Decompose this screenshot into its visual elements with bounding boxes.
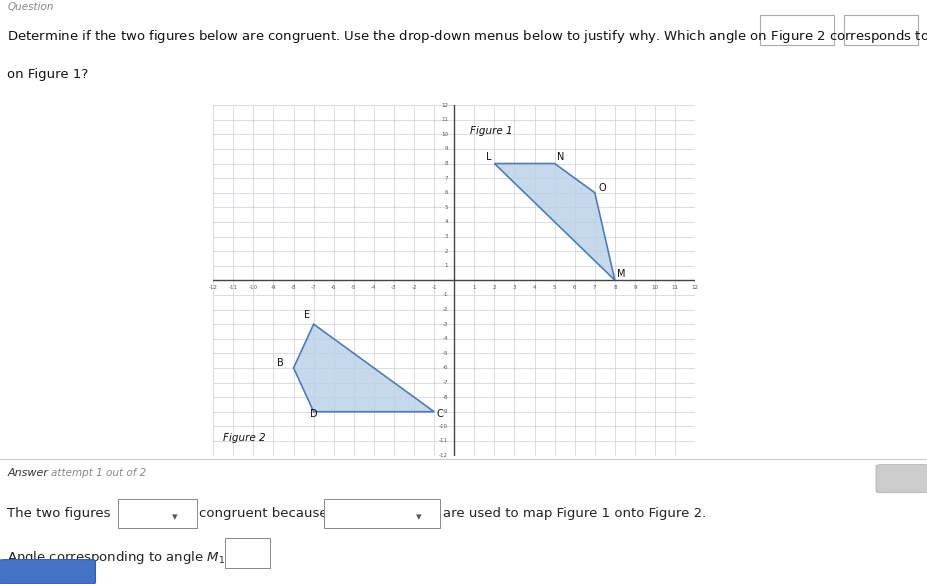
- Text: 8: 8: [613, 286, 616, 290]
- Bar: [760, 15, 834, 45]
- Text: attempt 1 out of 2: attempt 1 out of 2: [51, 468, 146, 478]
- Text: 12: 12: [692, 286, 699, 290]
- FancyBboxPatch shape: [225, 538, 270, 568]
- Text: 4: 4: [445, 220, 448, 224]
- Text: 6: 6: [573, 286, 577, 290]
- Text: E: E: [304, 310, 310, 320]
- Text: M: M: [617, 269, 626, 279]
- Text: 5: 5: [552, 286, 556, 290]
- Text: 12: 12: [441, 103, 448, 107]
- Text: D: D: [310, 409, 317, 419]
- Text: Figure 1: Figure 1: [470, 126, 513, 137]
- FancyBboxPatch shape: [0, 559, 95, 584]
- Text: -10: -10: [439, 424, 448, 429]
- Text: -7: -7: [311, 286, 316, 290]
- Text: 11: 11: [441, 117, 448, 122]
- Text: 6: 6: [445, 190, 448, 195]
- Text: The two figures: The two figures: [7, 507, 111, 520]
- Text: -4: -4: [443, 336, 448, 341]
- Bar: [844, 15, 918, 45]
- Text: 2: 2: [492, 286, 496, 290]
- Text: -12: -12: [209, 286, 218, 290]
- FancyBboxPatch shape: [118, 499, 197, 528]
- Text: 3: 3: [445, 234, 448, 239]
- Text: Determine if the two figures below are congruent. Use the drop-down menus below : Determine if the two figures below are c…: [7, 28, 927, 45]
- FancyBboxPatch shape: [876, 464, 927, 493]
- Text: -9: -9: [271, 286, 276, 290]
- Text: Question: Question: [7, 2, 54, 12]
- Text: 9: 9: [633, 286, 637, 290]
- Text: -11: -11: [439, 439, 448, 443]
- Text: -2: -2: [412, 286, 417, 290]
- Text: -11: -11: [229, 286, 238, 290]
- Text: 3: 3: [513, 286, 516, 290]
- Text: Figure 2: Figure 2: [223, 433, 266, 443]
- Polygon shape: [294, 324, 434, 412]
- Text: 10: 10: [441, 132, 448, 137]
- Text: Answer: Answer: [7, 468, 48, 478]
- Text: 4: 4: [533, 286, 537, 290]
- Text: 7: 7: [445, 176, 448, 180]
- Text: are used to map Figure 1 onto Figure 2.: are used to map Figure 1 onto Figure 2.: [443, 507, 706, 520]
- Text: -1: -1: [443, 293, 448, 297]
- Text: 2: 2: [445, 249, 448, 253]
- Text: -9: -9: [443, 409, 448, 414]
- Polygon shape: [494, 164, 615, 280]
- Text: ▾: ▾: [172, 512, 178, 522]
- Text: -6: -6: [331, 286, 337, 290]
- Text: Angle corresponding to angle $M_1$: Angle corresponding to angle $M_1$: [7, 550, 225, 566]
- Text: ▾: ▾: [416, 512, 422, 522]
- Text: O: O: [599, 183, 606, 193]
- Text: L: L: [487, 152, 492, 162]
- Text: 5: 5: [445, 205, 448, 210]
- Text: -5: -5: [351, 286, 357, 290]
- Text: C: C: [436, 409, 443, 419]
- Text: -2: -2: [443, 307, 448, 312]
- Text: B: B: [277, 358, 285, 368]
- FancyBboxPatch shape: [324, 499, 440, 528]
- Text: N: N: [556, 152, 564, 162]
- Text: on Figure 1?: on Figure 1?: [7, 68, 89, 81]
- Text: 9: 9: [445, 147, 448, 151]
- Text: -3: -3: [443, 322, 448, 326]
- Text: 1: 1: [445, 263, 448, 268]
- Text: 8: 8: [445, 161, 448, 166]
- Text: -4: -4: [371, 286, 376, 290]
- Text: congruent because: congruent because: [199, 507, 328, 520]
- Text: -1: -1: [431, 286, 437, 290]
- Text: 11: 11: [672, 286, 679, 290]
- Text: 1: 1: [473, 286, 476, 290]
- Text: -5: -5: [443, 351, 448, 356]
- Text: 10: 10: [652, 286, 658, 290]
- Text: -12: -12: [439, 453, 448, 458]
- Text: -8: -8: [443, 395, 448, 399]
- Text: -7: -7: [443, 380, 448, 385]
- Text: -8: -8: [291, 286, 297, 290]
- Text: 7: 7: [593, 286, 597, 290]
- Text: -6: -6: [443, 366, 448, 370]
- Text: -10: -10: [248, 286, 258, 290]
- Text: -3: -3: [391, 286, 397, 290]
